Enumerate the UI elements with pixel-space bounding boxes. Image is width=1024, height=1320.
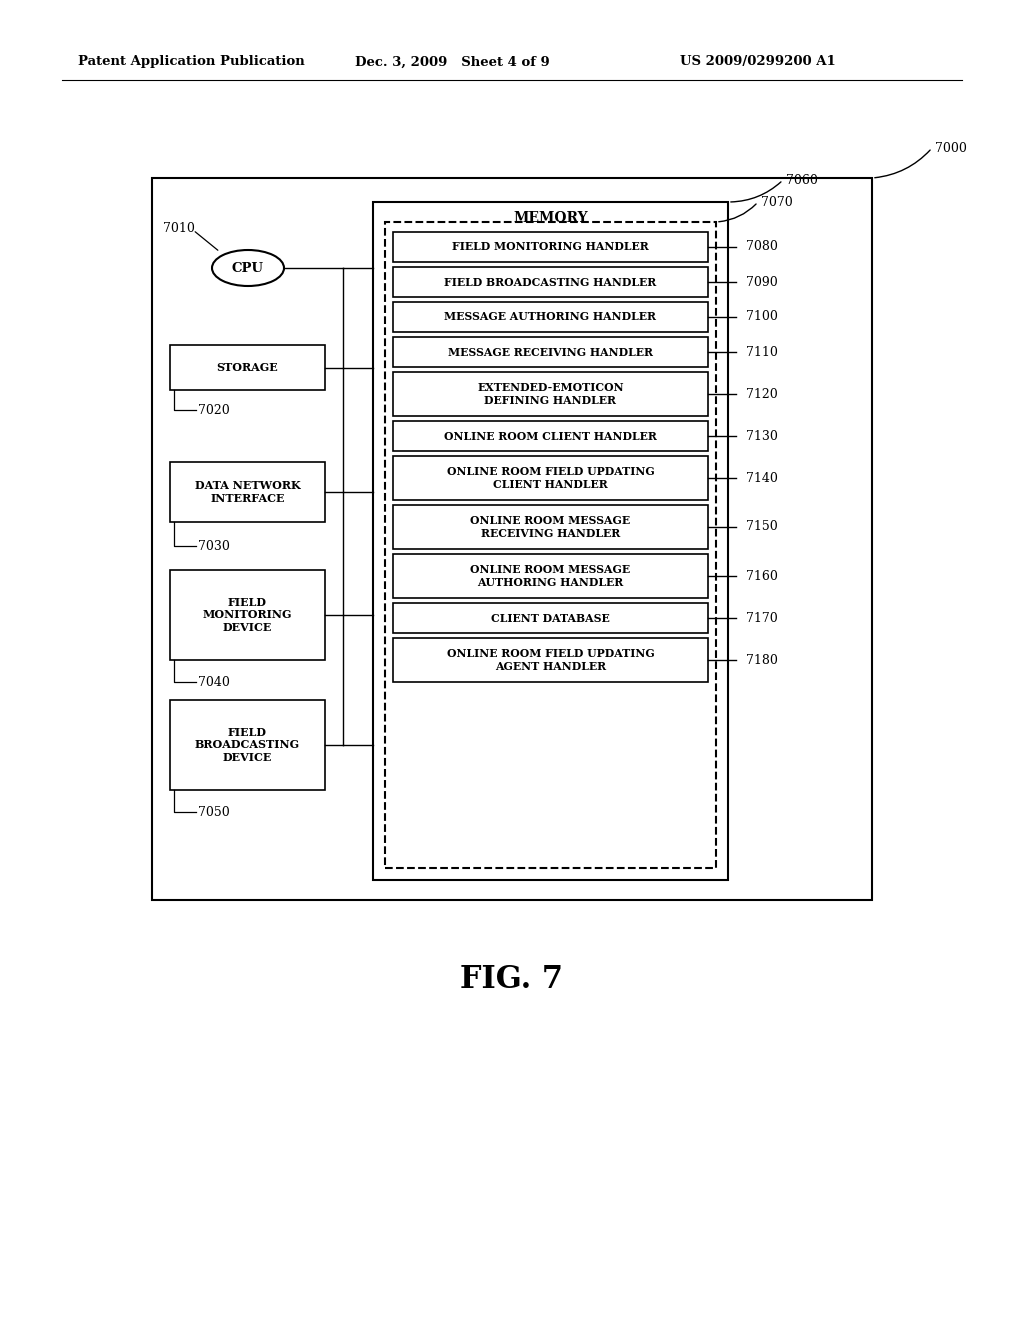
Bar — [170, 345, 325, 389]
Text: MEMORY: MEMORY — [513, 211, 588, 224]
Text: FIG. 7: FIG. 7 — [461, 965, 563, 995]
Text: 7070: 7070 — [761, 195, 793, 209]
Text: 7010: 7010 — [163, 222, 195, 235]
Text: DATA NETWORK
INTERFACE: DATA NETWORK INTERFACE — [195, 480, 300, 504]
Ellipse shape — [212, 249, 284, 286]
Text: ONLINE ROOM FIELD UPDATING
AGENT HANDLER: ONLINE ROOM FIELD UPDATING AGENT HANDLER — [446, 648, 654, 672]
Text: EXTENDED-EMOTICON
DEFINING HANDLER: EXTENDED-EMOTICON DEFINING HANDLER — [477, 381, 624, 407]
Text: ONLINE ROOM MESSAGE
AUTHORING HANDLER: ONLINE ROOM MESSAGE AUTHORING HANDLER — [470, 564, 631, 587]
Text: MESSAGE AUTHORING HANDLER: MESSAGE AUTHORING HANDLER — [444, 312, 656, 322]
Bar — [393, 554, 708, 598]
Text: 7110: 7110 — [746, 346, 778, 359]
Text: Patent Application Publication: Patent Application Publication — [78, 55, 305, 69]
Text: MESSAGE RECEIVING HANDLER: MESSAGE RECEIVING HANDLER — [449, 346, 653, 358]
Text: US 2009/0299200 A1: US 2009/0299200 A1 — [680, 55, 836, 69]
Text: Dec. 3, 2009   Sheet 4 of 9: Dec. 3, 2009 Sheet 4 of 9 — [355, 55, 550, 69]
Bar — [393, 455, 708, 500]
Bar — [170, 570, 325, 660]
Text: CPU: CPU — [232, 261, 264, 275]
Bar — [393, 232, 708, 261]
Bar — [385, 222, 716, 869]
Bar — [393, 372, 708, 416]
Text: ONLINE ROOM MESSAGE
RECEIVING HANDLER: ONLINE ROOM MESSAGE RECEIVING HANDLER — [470, 515, 631, 539]
Text: STORAGE: STORAGE — [217, 362, 279, 374]
Bar — [393, 337, 708, 367]
Text: 7040: 7040 — [198, 676, 229, 689]
Text: FIELD BROADCASTING HANDLER: FIELD BROADCASTING HANDLER — [444, 276, 656, 288]
Text: 7180: 7180 — [746, 653, 778, 667]
Text: ONLINE ROOM CLIENT HANDLER: ONLINE ROOM CLIENT HANDLER — [444, 430, 657, 441]
Text: 7020: 7020 — [198, 404, 229, 417]
Bar — [373, 202, 728, 880]
Bar — [170, 462, 325, 521]
Bar — [393, 603, 708, 634]
Text: 7130: 7130 — [746, 429, 778, 442]
Bar — [393, 302, 708, 333]
Text: 7100: 7100 — [746, 310, 778, 323]
Text: 7150: 7150 — [746, 520, 778, 533]
Text: 7000: 7000 — [935, 141, 967, 154]
Bar — [170, 700, 325, 789]
Bar — [152, 178, 872, 900]
Text: FIELD
MONITORING
DEVICE: FIELD MONITORING DEVICE — [203, 597, 292, 634]
Text: ONLINE ROOM FIELD UPDATING
CLIENT HANDLER: ONLINE ROOM FIELD UPDATING CLIENT HANDLE… — [446, 466, 654, 490]
Bar — [393, 638, 708, 682]
Bar — [393, 506, 708, 549]
Text: 7090: 7090 — [746, 276, 778, 289]
Text: 7060: 7060 — [786, 173, 818, 186]
Text: 7120: 7120 — [746, 388, 778, 400]
Text: 7140: 7140 — [746, 471, 778, 484]
Bar — [393, 421, 708, 451]
Bar — [393, 267, 708, 297]
Text: 7080: 7080 — [746, 240, 778, 253]
Text: 7170: 7170 — [746, 611, 778, 624]
Text: FIELD MONITORING HANDLER: FIELD MONITORING HANDLER — [453, 242, 649, 252]
Text: CLIENT DATABASE: CLIENT DATABASE — [492, 612, 610, 623]
Text: 7050: 7050 — [198, 805, 229, 818]
Text: 7160: 7160 — [746, 569, 778, 582]
Text: 7030: 7030 — [198, 540, 229, 553]
Text: FIELD
BROADCASTING
DEVICE: FIELD BROADCASTING DEVICE — [195, 727, 300, 763]
